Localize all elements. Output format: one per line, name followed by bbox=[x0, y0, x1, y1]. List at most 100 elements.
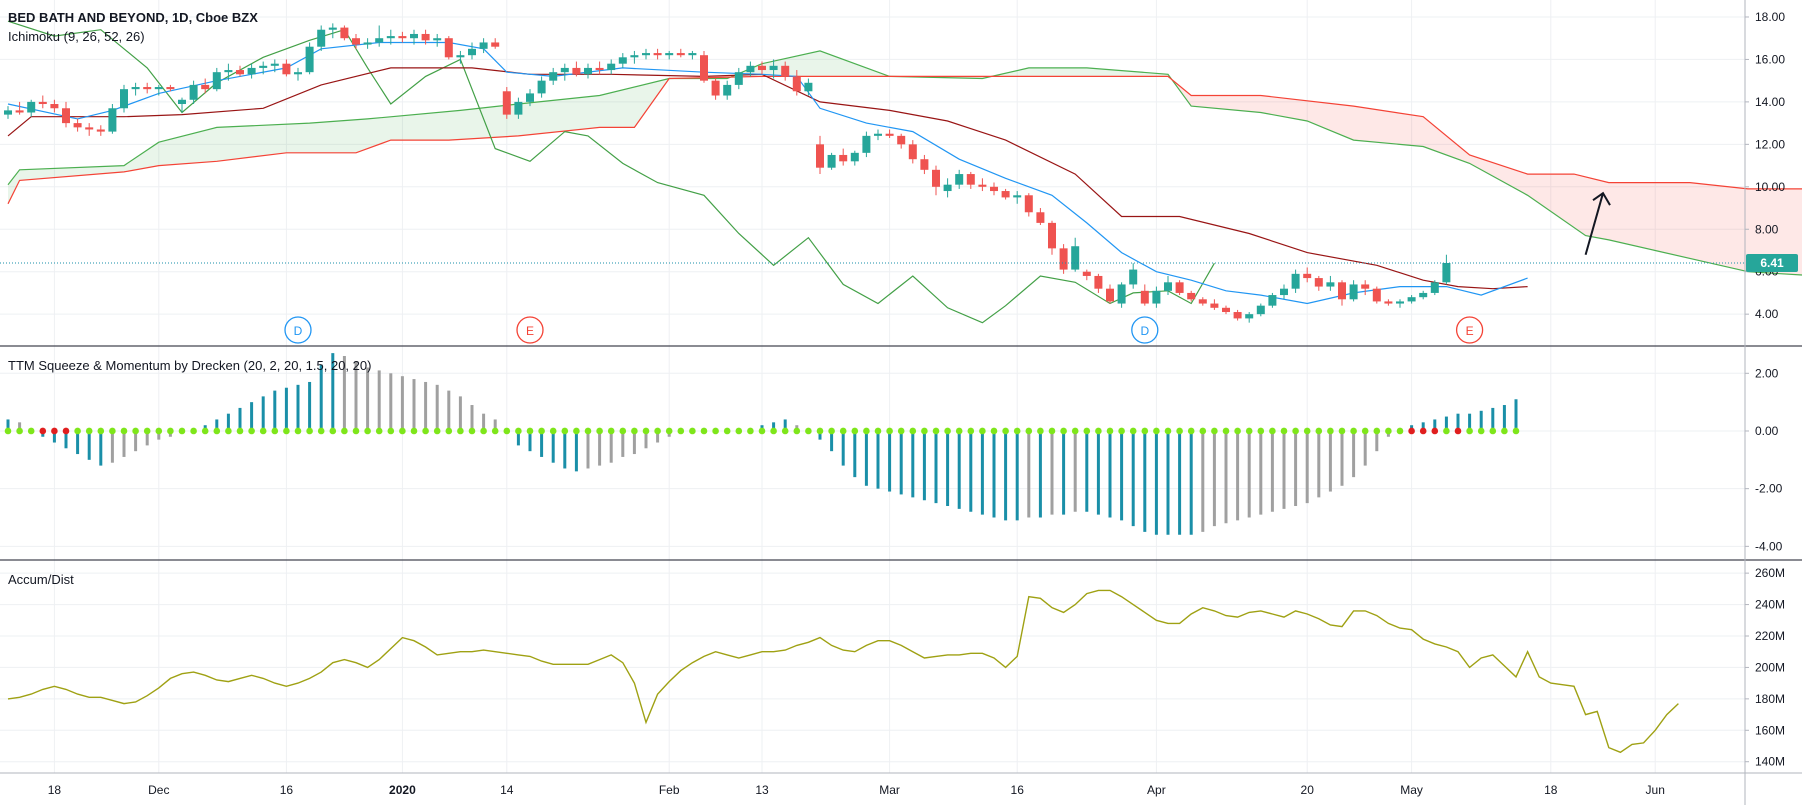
candle-body[interactable] bbox=[978, 184, 987, 187]
candle-body[interactable] bbox=[410, 33, 418, 39]
candle-body[interactable] bbox=[966, 174, 975, 185]
candle-body[interactable] bbox=[259, 65, 268, 68]
candle-body[interactable] bbox=[746, 65, 755, 73]
candle-body[interactable] bbox=[1175, 282, 1184, 293]
candle-body[interactable] bbox=[1372, 288, 1381, 302]
candle-body[interactable] bbox=[1059, 248, 1068, 270]
candle-body[interactable] bbox=[1024, 195, 1033, 213]
candle-body[interactable] bbox=[607, 63, 616, 71]
candle-body[interactable] bbox=[1407, 297, 1416, 302]
candle-body[interactable] bbox=[1419, 292, 1428, 298]
candle-body[interactable] bbox=[1048, 222, 1056, 249]
candle-body[interactable] bbox=[572, 67, 581, 75]
candle-body[interactable] bbox=[1222, 307, 1230, 313]
candle-body[interactable] bbox=[758, 65, 766, 71]
candle-body[interactable] bbox=[456, 55, 465, 58]
candle-body[interactable] bbox=[932, 169, 940, 187]
event-badge[interactable] bbox=[1455, 316, 1484, 344]
candle-body[interactable] bbox=[665, 53, 674, 56]
candle-body[interactable] bbox=[131, 87, 140, 90]
candle-body[interactable] bbox=[990, 186, 998, 192]
candle-body[interactable] bbox=[282, 63, 291, 75]
candle-body[interactable] bbox=[468, 48, 476, 56]
candle-body[interactable] bbox=[386, 36, 395, 39]
candle-body[interactable] bbox=[1233, 312, 1242, 319]
candle-body[interactable] bbox=[108, 108, 117, 132]
candle-body[interactable] bbox=[305, 46, 314, 73]
candle-body[interactable] bbox=[96, 129, 105, 132]
candle-body[interactable] bbox=[15, 110, 24, 113]
candle-body[interactable] bbox=[247, 67, 256, 75]
candle-body[interactable] bbox=[734, 72, 743, 85]
candle-body[interactable] bbox=[1071, 246, 1080, 270]
candle-body[interactable] bbox=[1094, 275, 1103, 289]
candle-body[interactable] bbox=[1117, 284, 1126, 304]
candle-body[interactable] bbox=[769, 65, 778, 71]
accum-dist-line[interactable] bbox=[7, 589, 1679, 754]
candle-body[interactable] bbox=[120, 89, 128, 109]
candle-body[interactable] bbox=[398, 36, 407, 39]
candle-body[interactable] bbox=[27, 101, 36, 113]
candle-body[interactable] bbox=[62, 108, 70, 124]
candle-body[interactable] bbox=[143, 87, 152, 90]
candle-body[interactable] bbox=[537, 80, 546, 94]
candle-body[interactable] bbox=[1210, 303, 1219, 308]
candle-body[interactable] bbox=[421, 33, 430, 41]
candle-body[interactable] bbox=[920, 159, 929, 170]
candle-body[interactable] bbox=[595, 67, 604, 71]
candle-body[interactable] bbox=[1164, 282, 1172, 291]
candle-body[interactable] bbox=[375, 38, 384, 43]
candle-body[interactable] bbox=[630, 55, 639, 58]
candle-body[interactable] bbox=[1001, 191, 1010, 198]
candle-body[interactable] bbox=[642, 53, 650, 56]
candle-body[interactable] bbox=[236, 70, 244, 75]
candle-body[interactable] bbox=[1129, 269, 1138, 285]
squeeze-histogram[interactable] bbox=[4, 353, 1520, 535]
candle-body[interactable] bbox=[154, 87, 163, 90]
candle-body[interactable] bbox=[1303, 273, 1312, 279]
candle-body[interactable] bbox=[1326, 282, 1335, 287]
candle-body[interactable] bbox=[479, 42, 488, 49]
candle-body[interactable] bbox=[166, 87, 175, 90]
candle-body[interactable] bbox=[1013, 195, 1022, 198]
candle-body[interactable] bbox=[294, 72, 302, 75]
candle-body[interactable] bbox=[433, 38, 442, 41]
candle-body[interactable] bbox=[1280, 288, 1288, 296]
candle-body[interactable] bbox=[1140, 290, 1149, 304]
candle-body[interactable] bbox=[549, 72, 558, 81]
candle-body[interactable] bbox=[1082, 271, 1091, 276]
candle-body[interactable] bbox=[201, 84, 210, 90]
candle-body[interactable] bbox=[804, 82, 813, 92]
candle-body[interactable] bbox=[1384, 301, 1393, 304]
candle-body[interactable] bbox=[491, 42, 500, 47]
event-badge[interactable] bbox=[516, 316, 544, 344]
candle-body[interactable] bbox=[618, 57, 627, 64]
candle-body[interactable] bbox=[270, 63, 279, 66]
candle-body[interactable] bbox=[839, 154, 848, 162]
candle-body[interactable] bbox=[874, 133, 882, 136]
candle-body[interactable] bbox=[363, 42, 372, 45]
candle-body[interactable] bbox=[908, 144, 917, 160]
candle-body[interactable] bbox=[1106, 288, 1114, 302]
candle-body[interactable] bbox=[723, 84, 732, 96]
candle-body[interactable] bbox=[178, 99, 186, 105]
candle-body[interactable] bbox=[317, 29, 326, 47]
candle-body[interactable] bbox=[73, 123, 82, 128]
price-candles[interactable] bbox=[4, 23, 1451, 323]
candle-body[interactable] bbox=[189, 84, 198, 100]
candle-body[interactable] bbox=[526, 93, 534, 102]
candle-body[interactable] bbox=[885, 133, 894, 136]
candle-body[interactable] bbox=[1268, 295, 1277, 306]
candle-body[interactable] bbox=[676, 53, 685, 56]
candle-body[interactable] bbox=[4, 110, 12, 115]
candle-body[interactable] bbox=[1187, 292, 1196, 300]
candle-body[interactable] bbox=[1198, 299, 1207, 304]
candle-body[interactable] bbox=[653, 53, 662, 56]
candle-body[interactable] bbox=[1256, 305, 1265, 315]
candle-body[interactable] bbox=[352, 38, 360, 45]
candle-body[interactable] bbox=[444, 38, 453, 58]
candle-body[interactable] bbox=[502, 91, 511, 115]
candle-body[interactable] bbox=[862, 135, 871, 153]
candle-body[interactable] bbox=[827, 154, 836, 168]
